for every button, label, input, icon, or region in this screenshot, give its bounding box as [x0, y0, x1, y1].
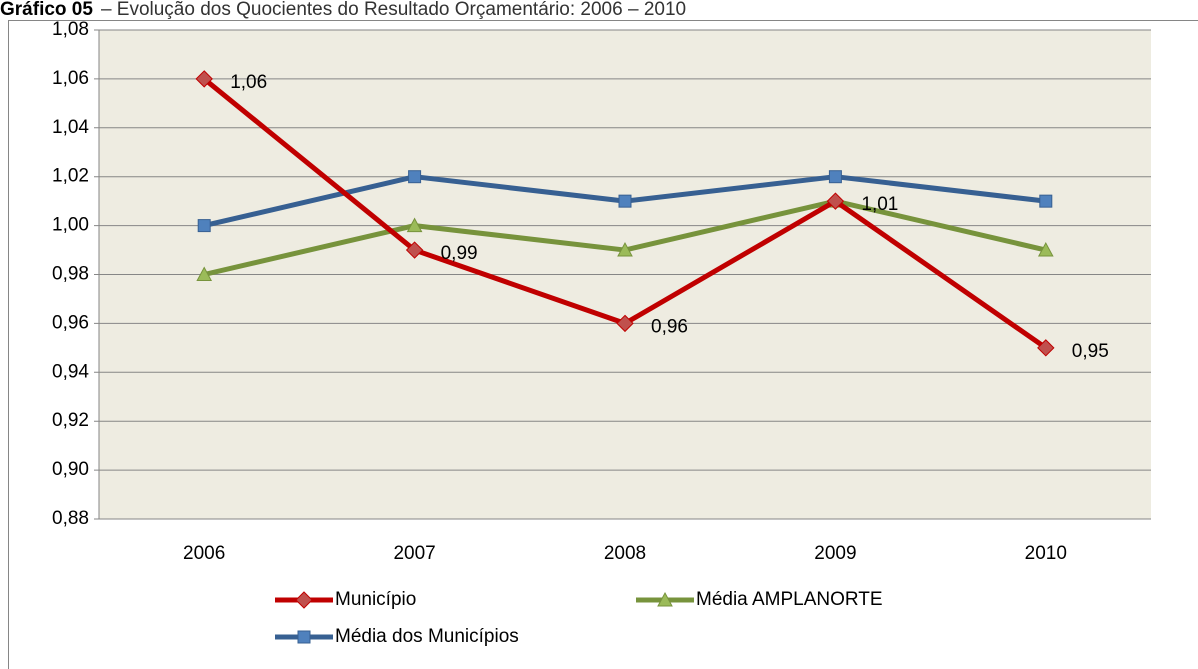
y-tick-label: 0,94: [52, 361, 89, 382]
x-tick-label: 2008: [604, 543, 646, 564]
data-label: 0,95: [1072, 341, 1109, 362]
data-label: 1,06: [230, 72, 267, 93]
marker: [197, 219, 211, 233]
marker: [408, 170, 422, 184]
y-tick-label: 1,00: [52, 215, 89, 236]
marker: [657, 591, 673, 607]
marker: [297, 630, 311, 644]
marker: [295, 591, 313, 609]
marker: [406, 217, 423, 233]
data-label: 1,01: [861, 194, 898, 215]
marker: [617, 241, 633, 257]
chart-title: Gráfico 05 – Evolução dos Quocientes do R…: [0, 0, 686, 20]
legend-label: Município: [335, 589, 416, 610]
legend-label: Média dos Municípios: [335, 626, 519, 647]
data-label: 0,96: [651, 316, 688, 337]
y-tick-label: 1,04: [52, 117, 89, 138]
x-tick-label: 2009: [814, 543, 856, 564]
x-tick-label: 2007: [393, 543, 435, 564]
marker: [1039, 194, 1053, 208]
marker: [195, 70, 213, 88]
data-label: 0,99: [441, 243, 478, 264]
marker: [616, 314, 634, 333]
y-tick-label: 1,08: [52, 19, 89, 40]
title-text: – Evolução dos Quocientes do Resultado O…: [101, 0, 686, 20]
y-tick-label: 1,02: [52, 166, 89, 187]
y-tick-label: 0,96: [52, 312, 89, 333]
y-tick-label: 0,90: [52, 459, 89, 480]
y-tick-label: 0,98: [52, 264, 89, 285]
y-tick-label: 0,92: [52, 410, 89, 431]
marker: [826, 192, 845, 210]
marker: [618, 194, 632, 208]
marker: [828, 170, 842, 184]
y-tick-label: 1,06: [52, 68, 89, 89]
marker: [1037, 241, 1054, 257]
legend-label: Média AMPLANORTE: [696, 589, 883, 610]
x-tick-label: 2010: [1025, 543, 1067, 564]
marker: [196, 266, 213, 281]
y-tick-label: 0,88: [52, 508, 89, 529]
marker: [1037, 339, 1055, 357]
title-prefix: Gráfico 05: [0, 0, 93, 20]
x-tick-label: 2006: [183, 543, 225, 564]
marker: [405, 241, 424, 259]
